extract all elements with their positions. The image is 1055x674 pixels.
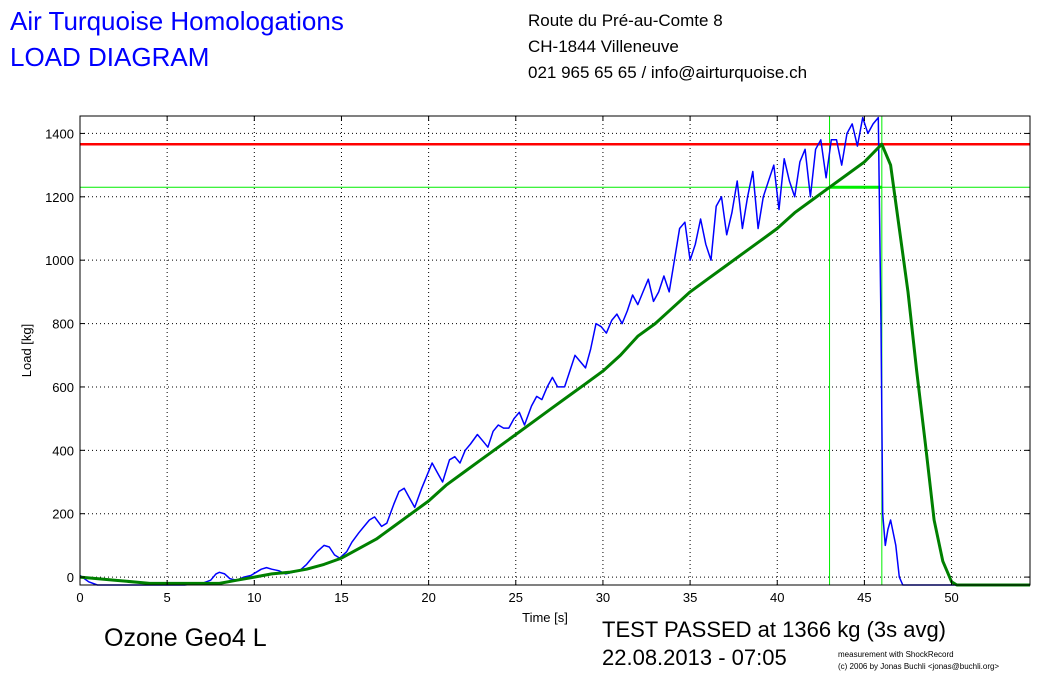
axis-layer: 0 5 10 15 20 25 30 35 40 45 50 0 200 400 600 800 1000 120… xyxy=(19,115,1031,625)
y-tick-label: 600 xyxy=(52,380,74,395)
contact-info: 021 965 65 65 / info@airturquoise.ch xyxy=(528,63,808,82)
x-tick-label: 10 xyxy=(247,590,261,605)
y-tick-label: 1000 xyxy=(45,253,74,268)
y-tick-label: 1400 xyxy=(45,126,74,141)
credit-line1: measurement with ShockRecord xyxy=(838,650,954,659)
credit-line2: (c) 2006 by Jonas Buchli <jonas@buchli.o… xyxy=(838,662,1000,671)
y-tick-label: 200 xyxy=(52,507,74,522)
x-tick-label: 20 xyxy=(421,590,435,605)
y-tick-label: 800 xyxy=(52,317,74,332)
plot-frame xyxy=(79,115,1031,586)
x-tick-label: 30 xyxy=(596,590,610,605)
x-tick-label: 45 xyxy=(857,590,871,605)
average-load-series xyxy=(79,142,1030,587)
test-datetime: 22.08.2013 - 07:05 xyxy=(602,645,787,670)
x-tick-label: 25 xyxy=(509,590,523,605)
x-tick-label: 40 xyxy=(770,590,784,605)
address-line2: CH-1844 Villeneuve xyxy=(528,37,679,56)
company-title: Air Turquoise Homologations xyxy=(10,6,344,36)
test-result: TEST PASSED at 1366 kg (3s avg) xyxy=(602,617,947,642)
glider-model: Ozone Geo4 L xyxy=(104,624,267,652)
document-title: LOAD DIAGRAM xyxy=(10,42,210,72)
series-layer xyxy=(79,116,1030,587)
x-tick-label: 0 xyxy=(76,590,83,605)
y-axis-label: Load [kg] xyxy=(19,324,34,378)
y-tick-label: 400 xyxy=(52,443,74,458)
y-tick-label: 1200 xyxy=(45,190,74,205)
grid-layer xyxy=(80,116,1030,585)
x-axis-label: Time [s] xyxy=(522,610,568,625)
x-tick-label: 5 xyxy=(164,590,171,605)
plot-background xyxy=(80,116,1030,585)
x-tick-label: 50 xyxy=(944,590,958,605)
x-tick-label: 15 xyxy=(334,590,348,605)
y-tick-label: 0 xyxy=(67,570,74,585)
address-line1: Route du Pré-au-Comte 8 xyxy=(528,11,723,30)
x-tick-label: 35 xyxy=(683,590,697,605)
